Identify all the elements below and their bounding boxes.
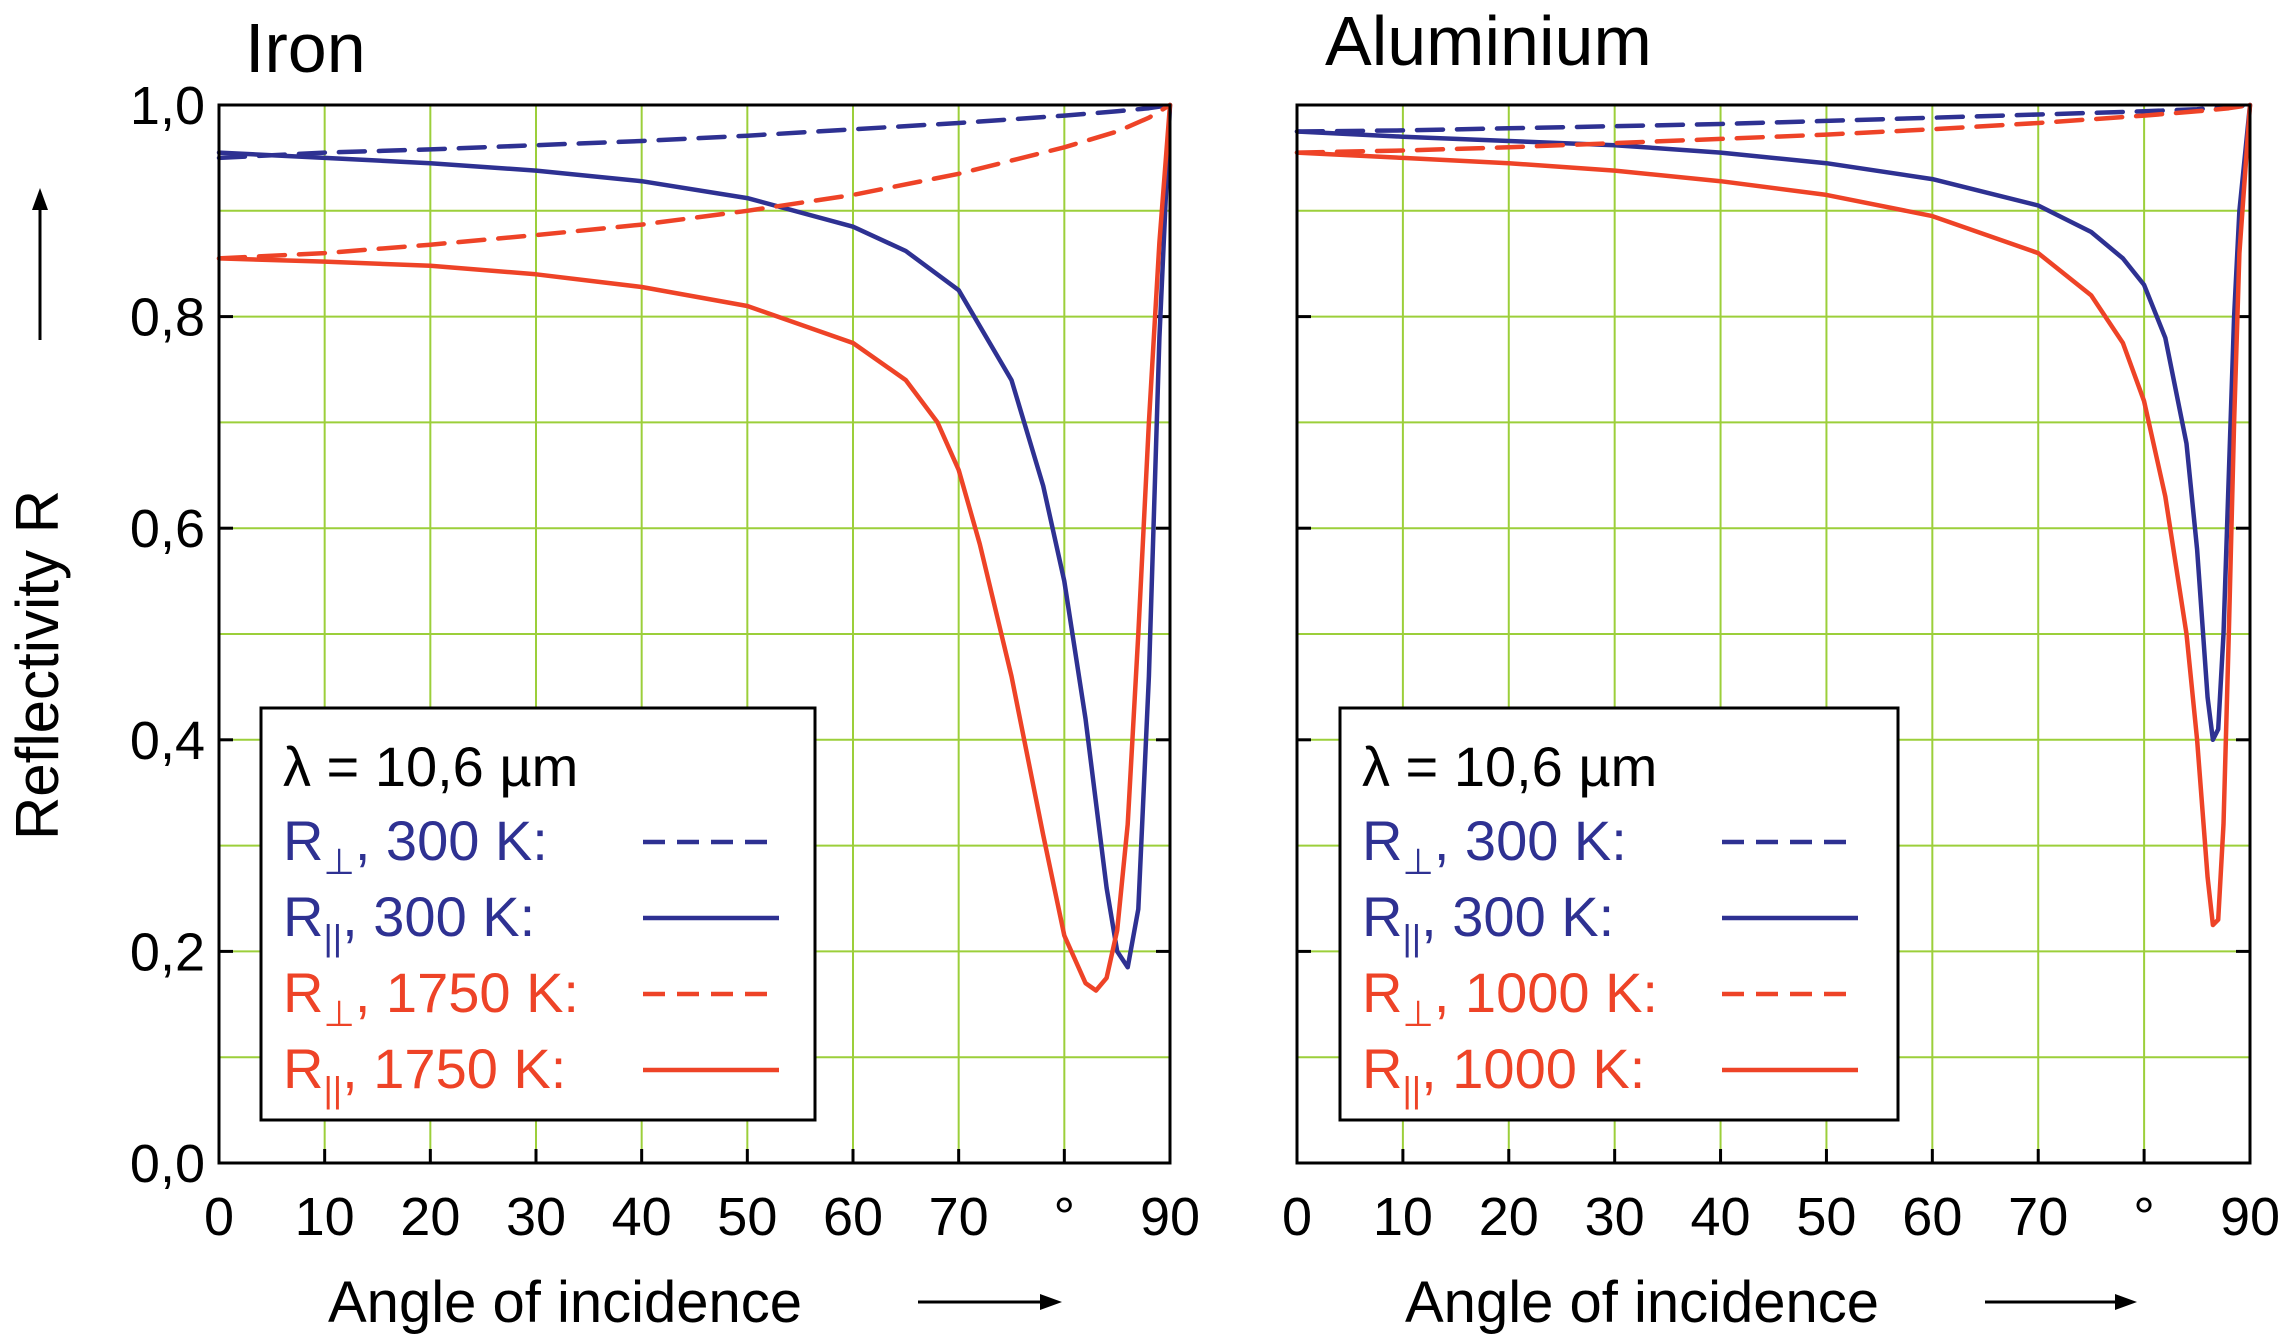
- legend-label-text: , 1000 K:: [1421, 1037, 1645, 1100]
- plot-frame: [1295, 103, 2252, 1165]
- x-tick-label: 0: [1282, 1187, 1312, 1247]
- legend-label-text: , 300 K:: [342, 885, 535, 948]
- x-tick-label: 10: [1373, 1187, 1433, 1247]
- solid-series-line: [1294, 102, 2253, 928]
- y-tick-label: 1,0: [130, 76, 205, 136]
- solid-series-line: [216, 102, 1173, 970]
- legend-title: λ = 10,6 µm: [1362, 735, 1657, 798]
- legend-label-text: , 300 K:: [1421, 885, 1614, 948]
- x-tick-label: 60: [823, 1187, 883, 1247]
- legend-subscript: ⊥: [1402, 993, 1433, 1034]
- legend-symbol: R: [1362, 961, 1402, 1024]
- x-tick-label: 70: [2008, 1187, 2068, 1247]
- legend-title: λ = 10,6 µm: [283, 735, 578, 798]
- y-axis-label: Reflectivity R: [4, 490, 71, 840]
- legend-label-text: , 300 K:: [355, 809, 548, 872]
- x-tick-label: 70: [929, 1187, 989, 1247]
- x-tick-label: 90: [2220, 1187, 2280, 1247]
- legend-entry-label: R⊥, 300 K:: [283, 809, 548, 882]
- legend-symbol: R: [1362, 885, 1402, 948]
- x-tick-label: 30: [506, 1187, 566, 1247]
- solid-series-line: [216, 102, 1173, 993]
- x-tick-labels: 0 10 20 30 40 50 60 70 ° 90: [204, 1187, 1200, 1247]
- legend-subscript: ⊥: [323, 993, 354, 1034]
- y-tick-label: 0,2: [130, 922, 205, 982]
- x-tick-label: 40: [1691, 1187, 1751, 1247]
- x-tick-label: 90: [1140, 1187, 1200, 1247]
- legend-symbol: R: [283, 961, 323, 1024]
- legend-subscript: ||: [323, 1069, 342, 1110]
- dashed-series-line: [216, 102, 1173, 261]
- legend-box: [1338, 706, 1900, 1122]
- legend-entry-label: R||, 1000 K:: [1362, 1037, 1645, 1110]
- legend-entry-label: R||, 1750 K:: [283, 1037, 566, 1110]
- x-axis-arrow: [1985, 1294, 2137, 1310]
- legend: λ = 10,6 µmR⊥, 300 K:R||, 300 K:R⊥, 1750…: [259, 706, 817, 1122]
- legend: λ = 10,6 µmR⊥, 300 K:R||, 300 K:R⊥, 1000…: [1338, 706, 1900, 1122]
- legend-subscript: ||: [1402, 1069, 1421, 1110]
- y-tick-label: 0,0: [130, 1134, 205, 1194]
- legend-entry-label: R||, 300 K:: [283, 885, 535, 958]
- iron-panel: Iron 0,0 0,2 0,4 0,6 0,8 1,0 0 10 20 30 40 50 60 70 °…: [130, 9, 1200, 1335]
- legend-subscript: ⊥: [323, 841, 354, 882]
- legend-entry-label: R⊥, 1000 K:: [1362, 961, 1658, 1034]
- y-tick-label: 0,8: [130, 288, 205, 348]
- x-tick-label: 40: [612, 1187, 672, 1247]
- x-tick-label: °: [2133, 1187, 2155, 1247]
- legend-label-text: , 1000 K:: [1434, 961, 1658, 1024]
- legend-subscript: ⊥: [1402, 841, 1433, 882]
- legend-box: [259, 706, 817, 1122]
- legend-entry-label: R⊥, 1750 K:: [283, 961, 579, 1034]
- x-tick-label: 50: [1796, 1187, 1856, 1247]
- dashed-series-line: [216, 102, 1173, 161]
- x-tick-label: 20: [400, 1187, 460, 1247]
- legend-subscript: ||: [1402, 917, 1421, 958]
- x-tick-label: °: [1054, 1187, 1076, 1247]
- panel-title-aluminium: Aluminium: [1325, 2, 1652, 80]
- y-tick-label: 0,4: [130, 711, 205, 771]
- x-axis-label: Angle of incidence: [328, 1270, 802, 1335]
- legend-label-text: , 300 K:: [1434, 809, 1627, 872]
- legend-symbol: R: [283, 809, 323, 872]
- legend-label-text: , 1750 K:: [355, 961, 579, 1024]
- legend-subscript: ||: [323, 917, 342, 958]
- curves: [1294, 102, 2253, 928]
- legend-entry-label: R||, 300 K:: [1362, 885, 1614, 958]
- legend-symbol: R: [283, 1037, 323, 1100]
- x-axis-label: Angle of incidence: [1405, 1270, 1879, 1335]
- x-tick-label: 60: [1902, 1187, 1962, 1247]
- dashed-series-line: [1294, 102, 2253, 155]
- legend-symbol: R: [1362, 809, 1402, 872]
- legend-entry-label: R⊥, 300 K:: [1362, 809, 1627, 882]
- legend-label-text: , 1750 K:: [342, 1037, 566, 1100]
- y-axis-arrow: [32, 188, 48, 340]
- aluminium-panel: Aluminium 0 10 20 30 40 50 60 70 ° 90 Angle of in…: [1282, 2, 2280, 1335]
- curves: [216, 102, 1173, 993]
- x-tick-label: 50: [717, 1187, 777, 1247]
- x-axis-arrow: [918, 1294, 1062, 1310]
- y-tick-label: 0,6: [130, 499, 205, 559]
- y-tick-labels: 0,0 0,2 0,4 0,6 0,8 1,0: [130, 76, 205, 1194]
- solid-series-line: [1294, 102, 2253, 743]
- x-tick-label: 20: [1479, 1187, 1539, 1247]
- legend-symbol: R: [283, 885, 323, 948]
- plot-frame: [217, 103, 1172, 1165]
- x-tick-label: 0: [204, 1187, 234, 1247]
- panel-title-iron: Iron: [245, 9, 366, 87]
- x-tick-label: 30: [1585, 1187, 1645, 1247]
- x-tick-label: 10: [295, 1187, 355, 1247]
- legend-symbol: R: [1362, 1037, 1402, 1100]
- x-tick-labels: 0 10 20 30 40 50 60 70 ° 90: [1282, 1187, 2280, 1247]
